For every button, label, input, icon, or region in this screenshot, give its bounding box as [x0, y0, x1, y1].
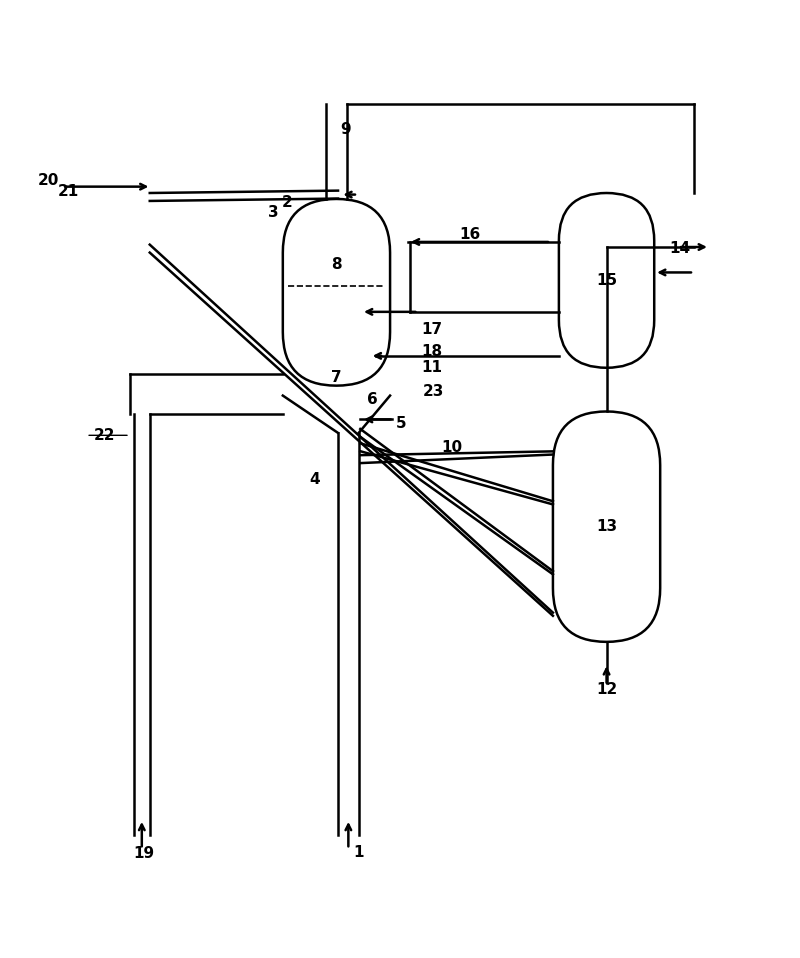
Text: 12: 12 — [596, 682, 617, 697]
Text: 6: 6 — [367, 392, 378, 407]
Text: 2: 2 — [282, 195, 293, 210]
Text: 21: 21 — [58, 184, 78, 199]
Text: 16: 16 — [459, 227, 481, 241]
Text: 22: 22 — [94, 428, 115, 443]
Text: 23: 23 — [422, 384, 444, 399]
Text: 13: 13 — [596, 519, 617, 535]
Text: 14: 14 — [669, 241, 690, 256]
Text: 19: 19 — [134, 847, 154, 861]
Text: 4: 4 — [310, 471, 320, 487]
Text: 18: 18 — [422, 344, 442, 359]
Text: 8: 8 — [331, 257, 342, 272]
FancyBboxPatch shape — [553, 412, 660, 642]
FancyBboxPatch shape — [283, 199, 390, 386]
Text: 15: 15 — [596, 273, 617, 288]
Text: 1: 1 — [354, 845, 364, 860]
Text: 11: 11 — [422, 360, 442, 376]
Text: 17: 17 — [422, 322, 442, 337]
Text: 7: 7 — [331, 370, 342, 385]
Text: 3: 3 — [267, 205, 278, 219]
Text: 10: 10 — [441, 440, 462, 455]
Text: 5: 5 — [396, 416, 407, 431]
FancyBboxPatch shape — [559, 193, 654, 368]
Text: 20: 20 — [38, 172, 59, 188]
Text: 9: 9 — [341, 122, 351, 137]
